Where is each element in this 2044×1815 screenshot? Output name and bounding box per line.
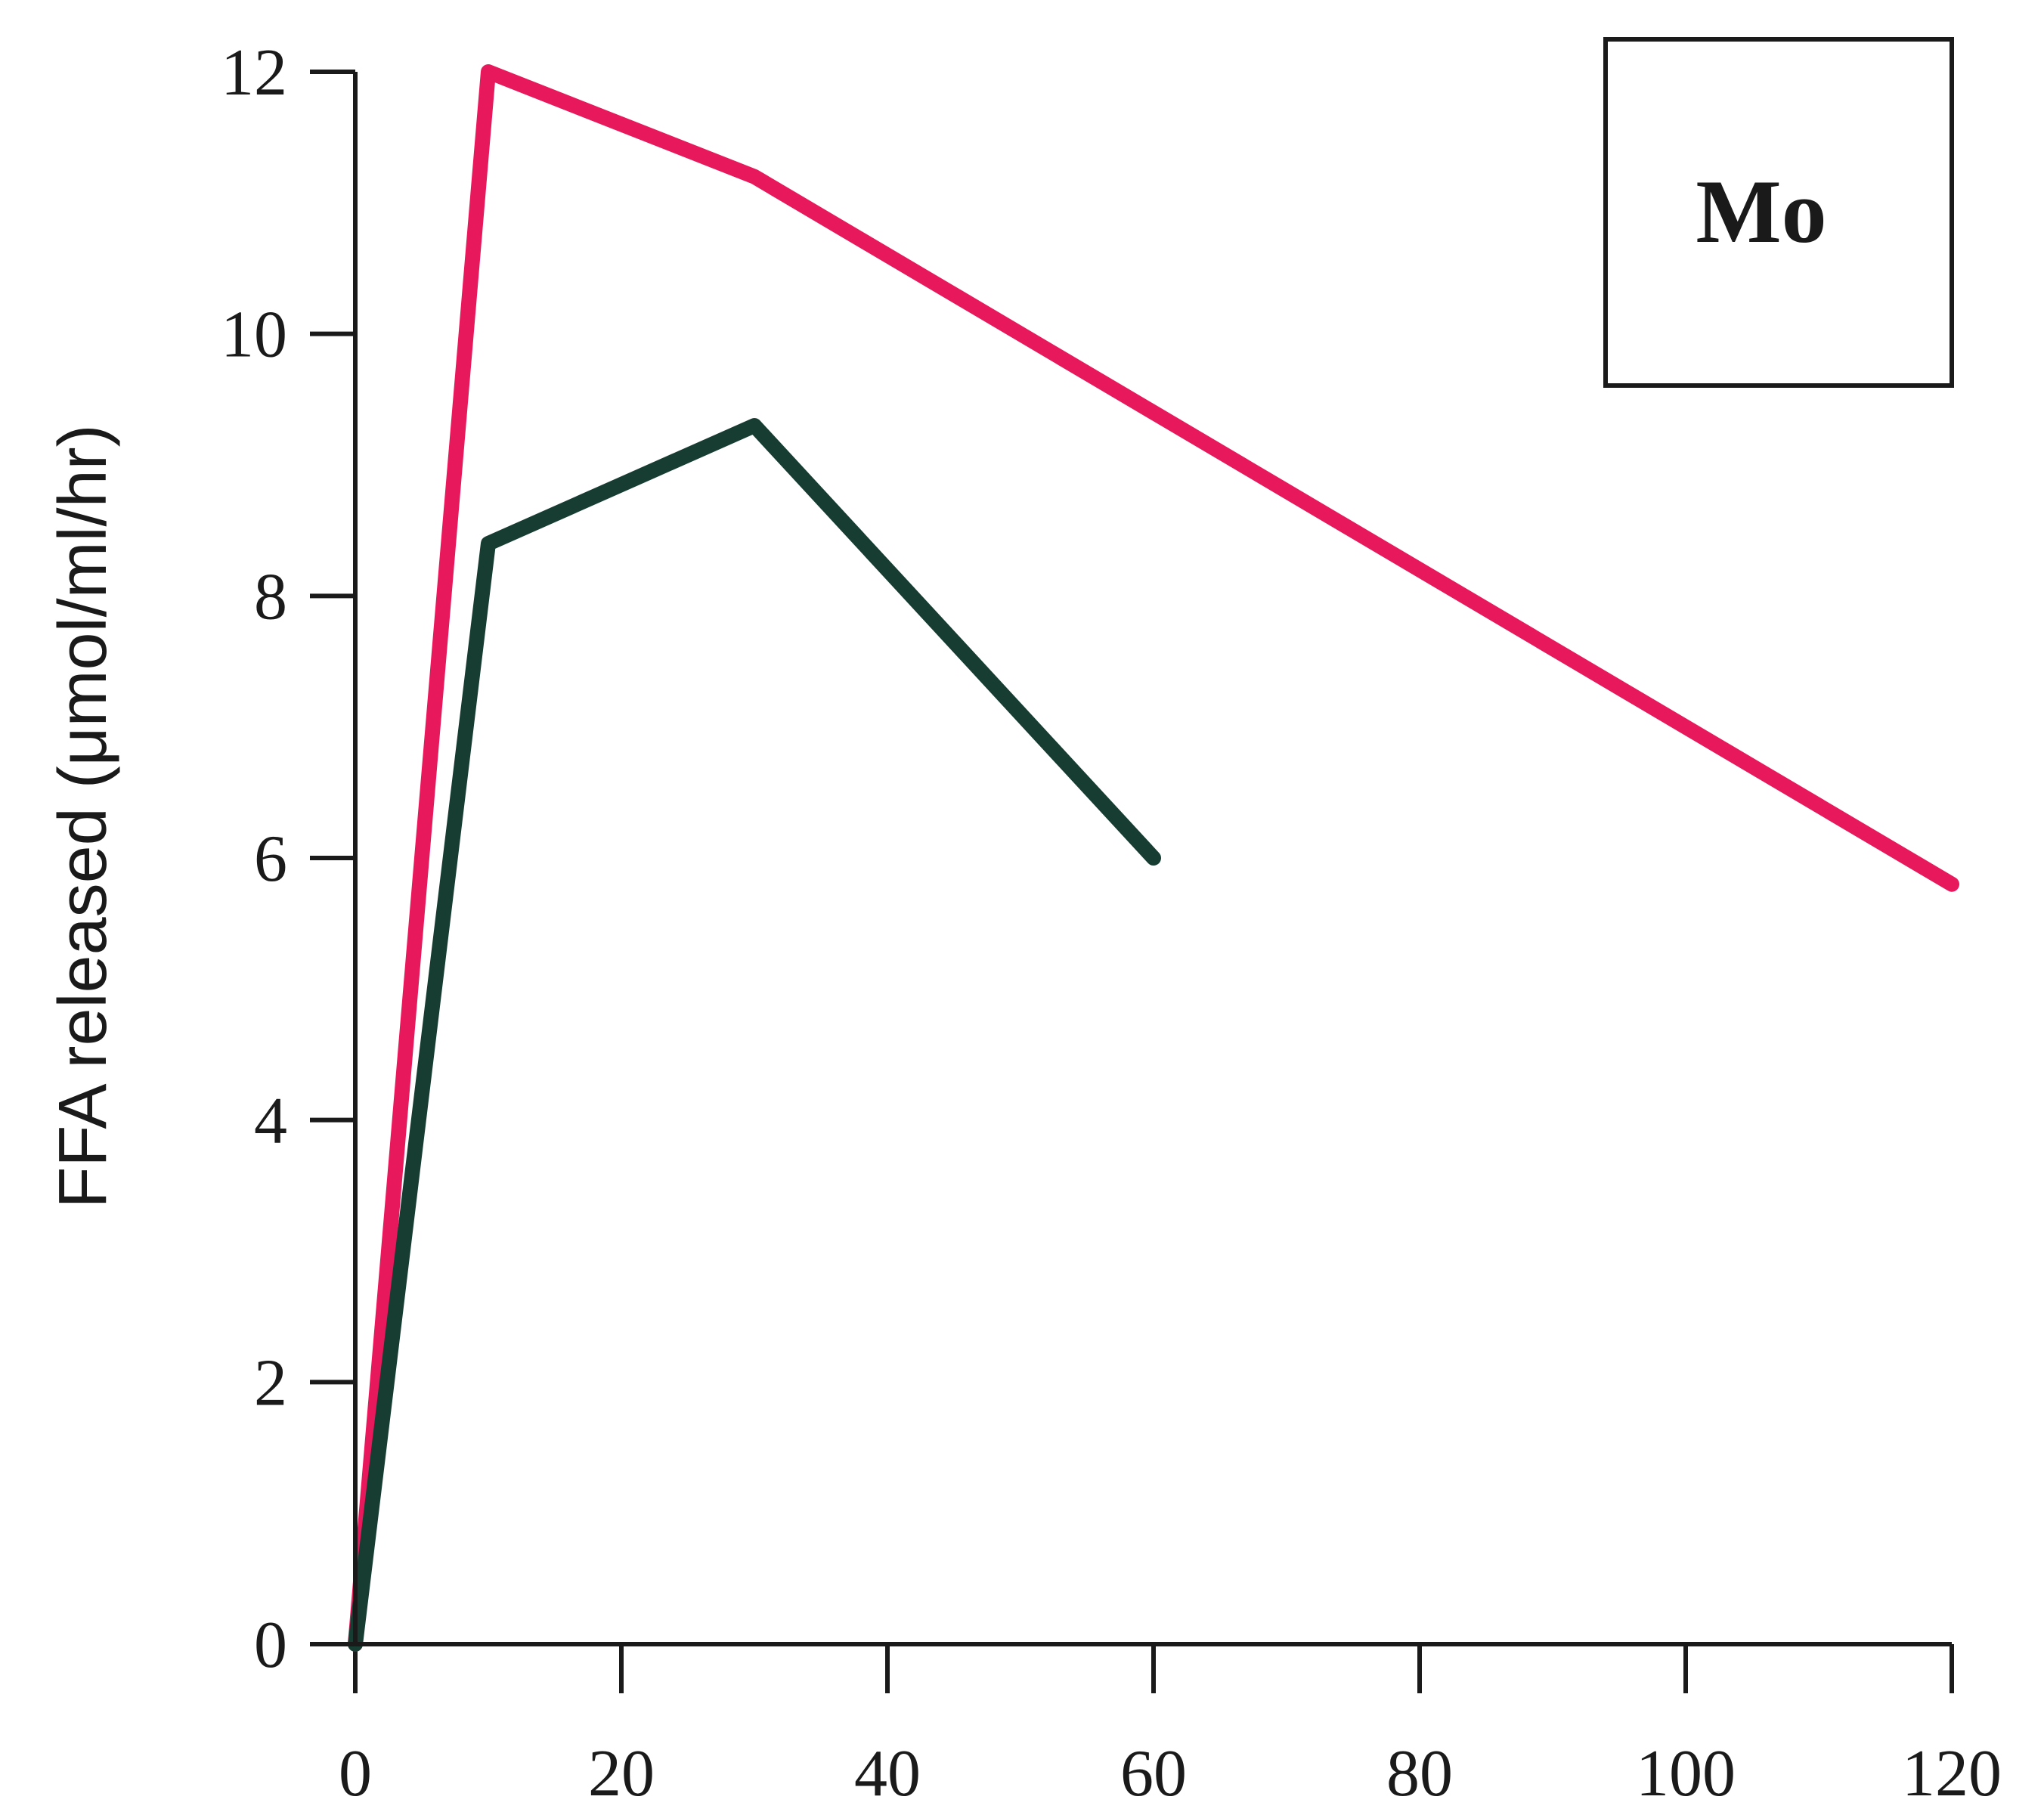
x-tick-label: 100 xyxy=(1636,1737,1736,1810)
series-layer xyxy=(348,64,1959,1652)
series-line-1 xyxy=(348,64,1959,1652)
y-axis-ticks: 0 2 4 6 8 10 12 xyxy=(221,36,355,1682)
y-tick-label: 2 xyxy=(254,1346,287,1420)
y-tick-label: 4 xyxy=(254,1085,287,1158)
legend-box xyxy=(1603,37,1954,388)
x-tick-label: 80 xyxy=(1386,1737,1453,1810)
y-tick-label: 8 xyxy=(254,560,287,633)
x-tick-label: 40 xyxy=(854,1737,921,1810)
legend-label: Mo xyxy=(1696,161,1826,262)
y-tick-label: 12 xyxy=(221,36,287,110)
x-tick-label: 20 xyxy=(588,1737,655,1810)
x-tick-label: 0 xyxy=(339,1737,372,1810)
x-axis-ticks: 0 20 40 60 80 100 120 xyxy=(339,1644,2002,1810)
x-tick-label: 120 xyxy=(1902,1737,2002,1810)
y-axis-title: FFA released (μmol/ml/hr) xyxy=(45,424,121,1208)
y-tick-label: 10 xyxy=(221,299,287,372)
y-tick-label: 0 xyxy=(254,1609,287,1682)
legend: Mo xyxy=(1603,37,1954,388)
x-tick-label: 60 xyxy=(1120,1737,1187,1810)
series-line-2 xyxy=(348,418,1161,1652)
y-tick-label: 6 xyxy=(254,822,287,896)
